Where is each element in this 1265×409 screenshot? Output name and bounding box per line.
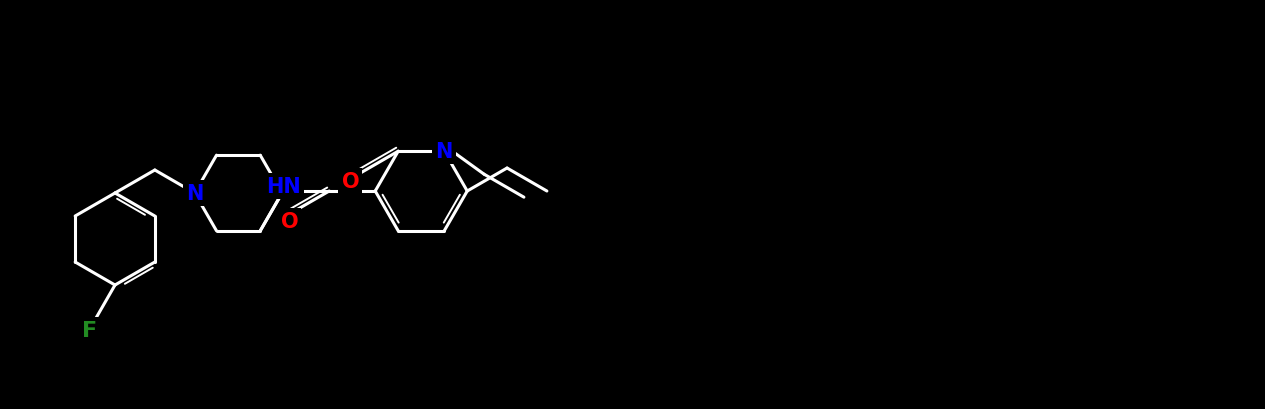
- Text: N: N: [186, 184, 204, 204]
- Text: F: F: [82, 320, 97, 340]
- Text: N: N: [435, 142, 453, 162]
- Text: O: O: [342, 172, 359, 192]
- Text: O: O: [281, 211, 299, 231]
- Text: HN: HN: [266, 177, 301, 197]
